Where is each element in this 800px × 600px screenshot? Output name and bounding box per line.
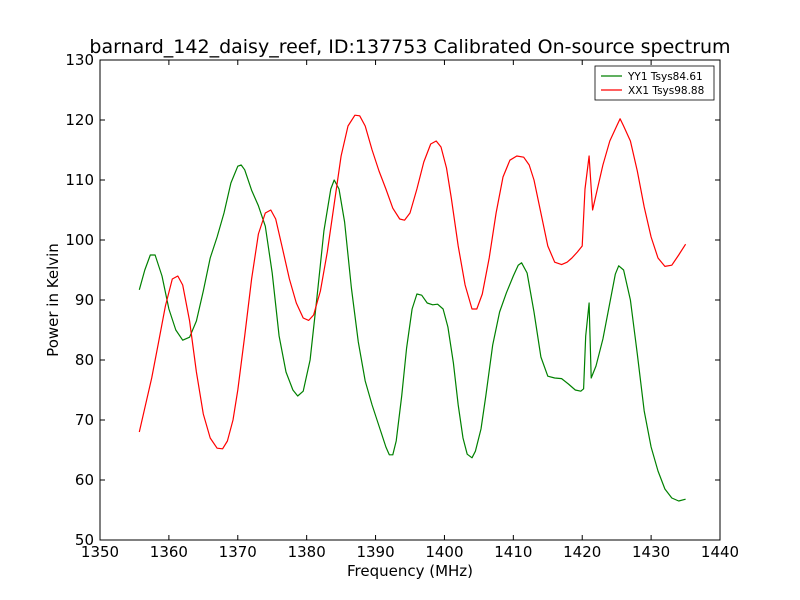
legend: YY1 Tsys84.61 XX1 Tsys98.88 [594,65,715,101]
y-axis-label: Power in Kelvin [44,243,62,357]
x-tick-label: 1410 [494,543,532,561]
y-tick-label: 80 [75,351,94,369]
y-tick-label: 130 [65,51,94,69]
y-tick-label: 110 [65,171,94,189]
legend-box [594,65,715,101]
y-tick-label: 120 [65,111,94,129]
legend-label-xx1: XX1 Tsys98.88 [628,85,704,97]
chart-title: barnard_142_daisy_reef, ID:137753 Calibr… [89,36,730,58]
x-tick-label: 1370 [219,543,257,561]
x-tick-label: 1390 [356,543,394,561]
y-tick-label: 100 [65,231,94,249]
legend-label-yy1: YY1 Tsys84.61 [627,71,703,83]
x-axis-label: Frequency (MHz) [347,562,473,580]
y-tick-label: 90 [75,291,94,309]
x-tick-label: 1420 [563,543,601,561]
y-tick-label: 60 [75,471,94,489]
x-tick-label: 1430 [632,543,670,561]
x-tick-label: 1360 [150,543,188,561]
x-tick-label: 1400 [425,543,463,561]
series-line-xx1 [138,114,687,450]
x-tick-label: 1440 [701,543,739,561]
y-tick-label: 50 [75,531,94,549]
series-layer [138,114,687,502]
x-tick-label: 1380 [288,543,326,561]
y-tick-label: 70 [75,411,94,429]
series-line-yy1 [138,164,686,502]
axis-ticks: 1350 1360 1370 1380 1390 1400 1410 1420 1430 1440… [65,51,739,561]
x-tick-label: 1350 [81,543,119,561]
